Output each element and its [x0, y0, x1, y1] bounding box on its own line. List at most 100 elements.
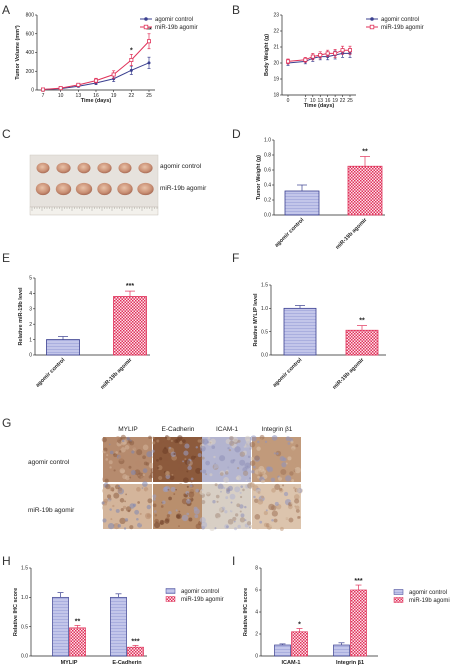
legend-swatch: [165, 588, 176, 594]
y-tick-label: 1.5: [21, 566, 28, 572]
significance-mark: **: [359, 318, 365, 325]
bar: [284, 190, 320, 216]
panel-label-a: A: [2, 3, 10, 17]
bar: [283, 307, 317, 356]
y-tick-label: 0.2: [264, 198, 271, 204]
x-category-label: agomir control: [35, 357, 67, 389]
y-tick-label: 0.0: [261, 353, 268, 359]
x-category-label: Integrin β1: [336, 660, 364, 666]
chart-tumor-weight: 0.0 0.2 0.4 0.6 0.8 1.0 Tumor Weight (g) agomir…: [256, 138, 385, 251]
bar: [350, 589, 367, 657]
y-tick-label: 0.0: [21, 654, 28, 660]
y-tick-label: 1.0: [261, 306, 268, 312]
bar: [274, 644, 291, 657]
y-tick-label: 600: [26, 31, 35, 37]
x-tick-label: 0: [287, 98, 290, 104]
data-point: [147, 61, 151, 65]
tumor-agomir: [35, 182, 51, 196]
y-tick-label: 200: [26, 69, 35, 75]
y-tick-label: 0.8: [264, 153, 271, 159]
y-tick-label: 8: [255, 566, 258, 572]
bar: [291, 631, 308, 657]
legend-marker: [370, 17, 374, 21]
significance-mark: ***: [354, 578, 362, 585]
panel-label-h: H: [2, 554, 11, 568]
legend-label: agomir control: [155, 17, 193, 23]
photo-label-control: agomir control: [160, 163, 202, 170]
tumor-photo: [29, 154, 159, 216]
y-tick-label: 1: [29, 337, 32, 343]
significance-mark: ***: [131, 638, 139, 645]
y-tick-label: 0.0: [264, 213, 271, 219]
tumor-agomir: [75, 182, 93, 196]
x-tick-label: 7: [304, 98, 307, 104]
legend-label: miR-19b agomir: [409, 598, 450, 604]
y-tick-label: 0.5: [21, 624, 28, 630]
panel-label-i: I: [232, 554, 235, 568]
panel-label-g: G: [2, 416, 11, 430]
y-tick-label: 22: [273, 29, 279, 35]
bar: [52, 596, 69, 657]
x-tick-label: 7: [42, 93, 45, 99]
x-tick-label: 25: [146, 93, 152, 99]
x-category-label: agomir control: [272, 357, 304, 389]
y-axis-title: Relative miR-19b level: [18, 287, 24, 346]
y-tick-label: 2: [29, 322, 32, 328]
x-tick-label: 22: [340, 98, 346, 104]
legend-label: miR-19b agomir: [381, 25, 424, 31]
y-tick-label: 0: [255, 654, 258, 660]
x-category-label: E-Cadherin: [112, 660, 142, 666]
panel-label-c: C: [2, 127, 11, 141]
data-point: [333, 51, 338, 56]
chart-body-weight: 18 19 20 21 22 23 Body Weight (g) Time (days) 0 7…: [264, 13, 424, 109]
bar: [110, 596, 127, 657]
panel-label-d: D: [232, 127, 241, 141]
data-point: [325, 51, 330, 56]
x-category-label: miR-19b agomir: [335, 217, 369, 251]
ihc-col-ecadherin: E-Cadherin: [162, 426, 195, 433]
y-tick-label: 0.4: [264, 183, 271, 189]
tumor-control: [138, 162, 153, 174]
x-tick-label: 25: [347, 98, 353, 104]
y-axis-title: Relative MYLIP level: [253, 293, 259, 347]
y-tick-label: 4: [29, 291, 32, 297]
significance-mark: **: [75, 618, 81, 625]
data-point: [76, 82, 81, 87]
y-tick-label: 3: [29, 307, 32, 313]
x-tick-label: 19: [332, 98, 338, 104]
legend-marker: [144, 17, 148, 21]
y-tick-label: 400: [26, 50, 35, 56]
legend-swatch: [393, 589, 404, 595]
x-category-label: ICAM-1: [282, 660, 301, 666]
y-tick-label: 19: [273, 77, 279, 83]
x-category-label: miR-19b agomir: [332, 357, 366, 391]
significance-mark: *: [130, 47, 133, 54]
data-point: [129, 68, 133, 72]
y-tick-label: 6: [255, 588, 258, 594]
chart-ihc-icam-integrin: 0 2 4 6 8 Relative IHC score ICAM-1 Integrin β1…: [243, 566, 450, 666]
legend-marker: [369, 24, 375, 30]
data-point: [111, 72, 116, 77]
legend-label: miR-19b agomir: [155, 25, 198, 31]
x-tick-label: 10: [58, 93, 64, 99]
x-tick-label: 22: [129, 93, 135, 99]
tumor-agomir: [117, 182, 133, 196]
x-axis-title: Time (days): [304, 103, 335, 109]
tumor-agomir: [137, 182, 154, 196]
bar: [345, 329, 379, 356]
tumor-control: [77, 162, 91, 174]
x-tick-label: 16: [93, 93, 99, 99]
chart-mir19b-level: 0 1 2 3 4 5 Relative miR-19b level agomir contr…: [18, 276, 150, 391]
legend-label: agomir control: [181, 589, 219, 595]
data-point: [347, 48, 352, 53]
x-tick-label: 16: [325, 98, 331, 104]
ihc-grid: MYLIP E-Cadherin ICAM-1 Integrin β1 agom…: [28, 426, 304, 532]
ihc-col-integrin: Integrin β1: [262, 426, 293, 433]
chart-tumor-volume: 0 200 400 600 800 Tumor Volume (mm³) Time (day…: [14, 13, 198, 104]
y-axis-title: Body Weight (g): [264, 34, 270, 76]
tumor-control: [118, 162, 132, 174]
ihc-col-mylip: MYLIP: [118, 426, 138, 433]
y-axis-title: Tumor Volume (mm³): [14, 25, 21, 80]
